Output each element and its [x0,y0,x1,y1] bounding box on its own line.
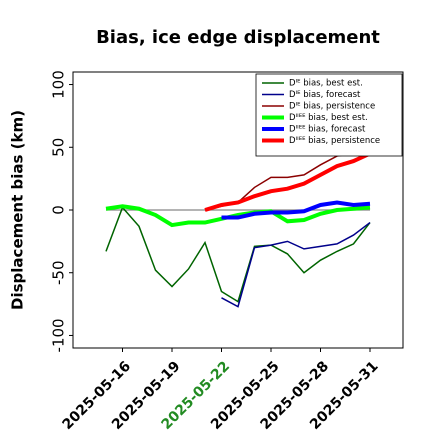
chart-title: Bias, ice edge displacement [96,27,380,48]
legend-label: Dᴵᴵᴱᴱ bias, best est. [289,113,368,123]
y-tick-label: 50 [50,138,68,157]
series-line [204,151,371,212]
y-tick-label: 100 [50,70,68,99]
y-tick-label: -100 [50,318,68,352]
y-tick-label: 0 [50,205,68,215]
legend-label: Dᴵᴵᴱᴱ bias, persistence [289,136,380,146]
series-line [204,149,371,211]
legend-label: Dᴵᴵᴱᴱ bias, forecast [289,125,366,135]
series-line [105,206,371,303]
series-line [105,204,371,228]
legend-label: Dᴵᴱ bias, persistence [289,102,375,112]
series-line [221,200,371,220]
y-axis-label: Displacement bias (km) [9,110,27,310]
series-line [221,221,371,308]
legend-label: Dᴵᴱ bias, forecast [289,90,361,100]
legend-label: Dᴵᴱ bias, best est. [289,79,363,89]
y-tick-label: -50 [50,260,68,285]
